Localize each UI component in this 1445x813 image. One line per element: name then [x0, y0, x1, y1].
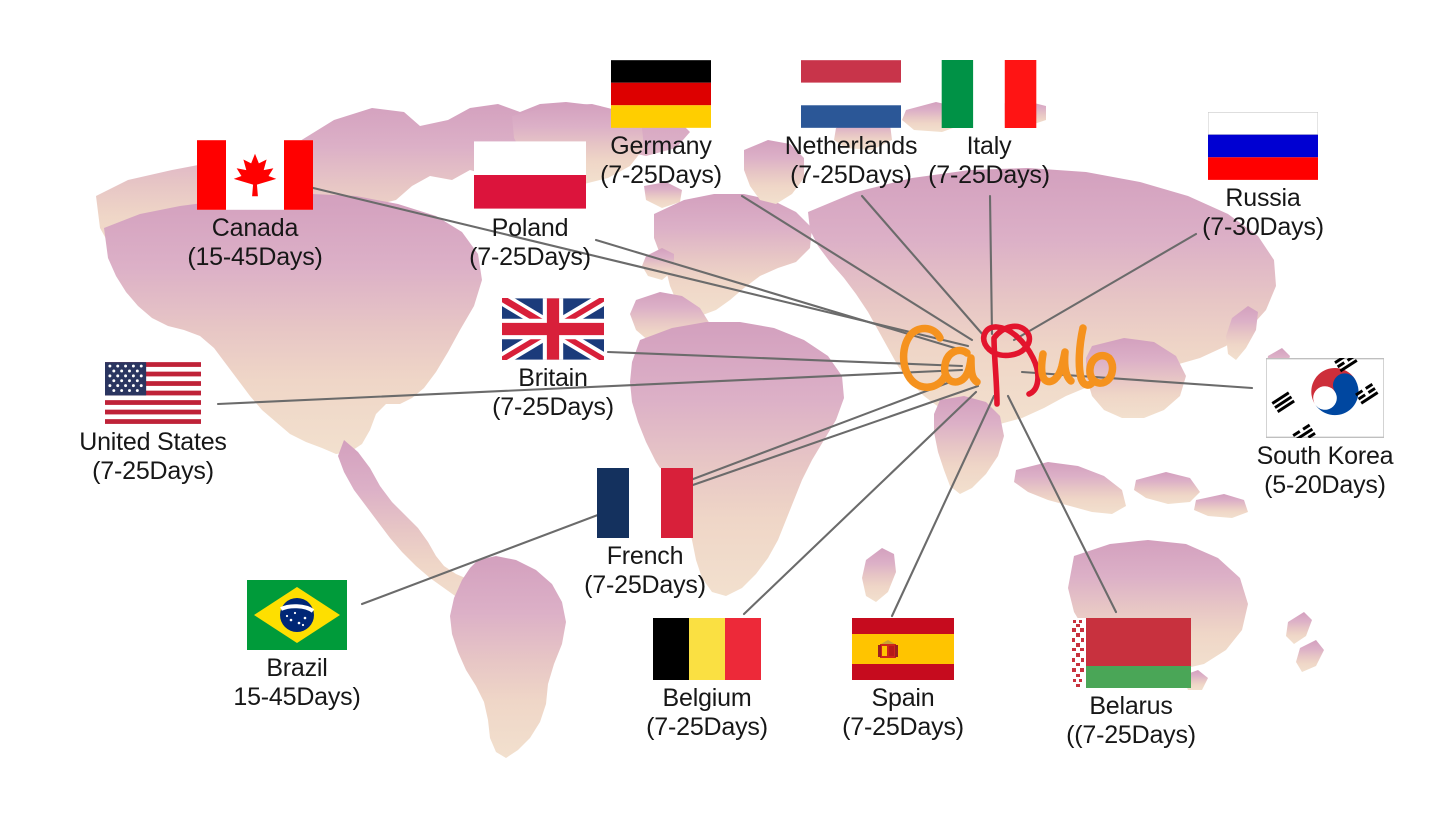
flag-netherlands-icon	[801, 60, 901, 128]
country-label-poland: Poland (7-25Days)	[469, 214, 591, 271]
flag-italy-icon	[941, 60, 1037, 128]
heart-icon	[980, 323, 1041, 407]
country-marker-netherlands[interactable]: Netherlands (7-25Days)	[756, 60, 946, 190]
country-marker-italy[interactable]: Italy (7-25Days)	[914, 60, 1064, 190]
country-label-germany: Germany (7-25Days)	[600, 132, 722, 189]
flag-russia-icon	[1208, 112, 1318, 180]
country-marker-russia[interactable]: Russia (7-30Days)	[1188, 112, 1338, 242]
country-marker-french[interactable]: French (7-25Days)	[570, 468, 720, 600]
country-label-britain: Britain (7-25Days)	[492, 364, 614, 421]
country-label-spain: Spain (7-25Days)	[842, 684, 964, 741]
country-label-russia: Russia (7-30Days)	[1202, 184, 1324, 241]
country-marker-brazil[interactable]: Brazil 15-45Days)	[222, 580, 372, 712]
country-marker-belarus[interactable]: Belarus ((7-25Days)	[1056, 618, 1206, 750]
country-label-canada: Canada (15-45Days)	[187, 214, 323, 271]
connector-line-canada	[303, 184, 970, 348]
flag-britain-icon	[502, 298, 604, 360]
flag-canada-icon	[197, 140, 313, 210]
country-marker-united-states[interactable]: United States (7-25Days)	[58, 362, 248, 486]
flag-south-korea-icon	[1266, 358, 1384, 438]
country-marker-canada[interactable]: Canada (15-45Days)	[180, 140, 330, 272]
country-marker-germany[interactable]: Germany (7-25Days)	[586, 60, 736, 190]
flag-brazil-icon	[247, 580, 347, 650]
flag-france-icon	[597, 468, 693, 538]
country-label-italy: Italy (7-25Days)	[928, 132, 1050, 189]
country-marker-belgium[interactable]: Belgium (7-25Days)	[632, 618, 782, 742]
country-label-brazil: Brazil 15-45Days)	[233, 654, 361, 711]
country-label-united-states: United States (7-25Days)	[79, 428, 227, 485]
connector-line-belarus	[1006, 394, 1118, 614]
connector-line-belgium	[742, 390, 978, 616]
flag-spain-icon	[852, 618, 954, 680]
country-marker-spain[interactable]: Spain (7-25Days)	[828, 618, 978, 742]
country-marker-poland[interactable]: Poland (7-25Days)	[455, 140, 605, 272]
country-marker-south-korea[interactable]: South Korea (5-20Days)	[1240, 358, 1410, 500]
country-label-netherlands: Netherlands (7-25Days)	[784, 132, 918, 189]
flag-belgium-icon	[653, 618, 761, 680]
country-label-south-korea: South Korea (5-20Days)	[1256, 442, 1394, 499]
flag-poland-icon	[474, 140, 586, 210]
country-label-belarus: Belarus ((7-25Days)	[1066, 692, 1196, 749]
country-label-belgium: Belgium (7-25Days)	[646, 684, 768, 741]
carulo-logo	[893, 308, 1123, 408]
country-marker-britain[interactable]: Britain (7-25Days)	[478, 298, 628, 422]
flag-belarus-icon	[1071, 618, 1191, 688]
country-label-french: French (7-25Days)	[584, 542, 706, 599]
flag-germany-icon	[611, 60, 711, 128]
connector-line-spain	[890, 394, 996, 618]
flag-united-states-icon	[105, 362, 201, 424]
